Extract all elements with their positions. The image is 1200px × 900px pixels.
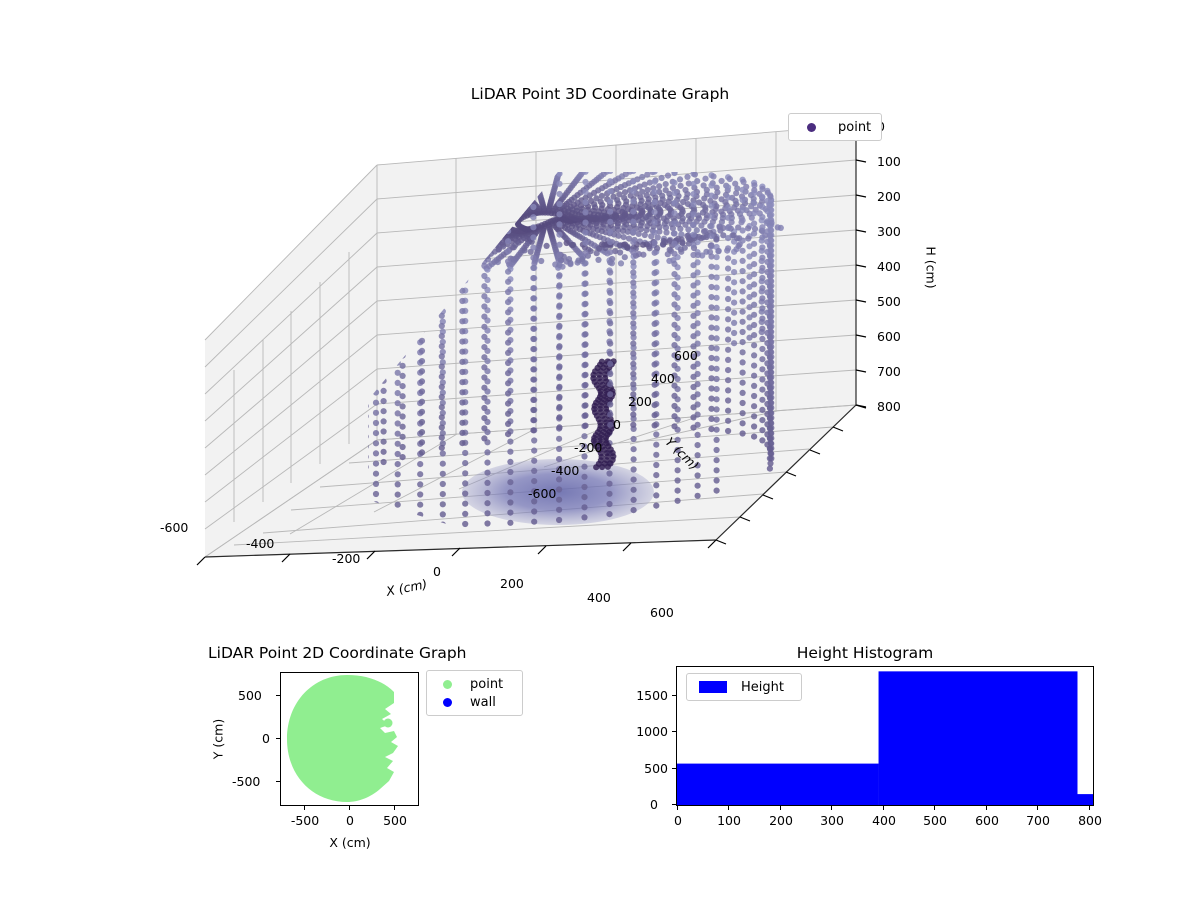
legend-label-point: point	[838, 119, 872, 135]
legend-entry-wall: wall	[435, 693, 514, 711]
histogram-xtick-2: 200	[769, 813, 793, 828]
plot3d-ztick-3: 300	[877, 224, 901, 239]
histogram-xtick-mark-8	[1089, 806, 1091, 810]
histogram-bars	[677, 671, 1093, 805]
legend-label-height: Height	[741, 679, 784, 695]
plot2d-point-cloud	[287, 675, 398, 802]
histogram-ytick-0: 0	[650, 797, 658, 812]
plot3d-xtick-0: -600	[160, 520, 189, 535]
histogram-canvas	[677, 671, 1093, 805]
histogram-legend[interactable]: Height	[686, 673, 802, 701]
legend-marker-point-icon	[807, 122, 816, 132]
histogram-xtick-6: 600	[975, 813, 999, 828]
plot3d-ztick-5: 500	[877, 294, 901, 309]
plot2d-yaxis-label: Y (cm)	[210, 718, 226, 760]
plot3d-xtick-2: -200	[332, 551, 361, 566]
legend-entry-point: point	[797, 118, 873, 136]
plot2d-title: LiDAR Point 2D Coordinate Graph	[208, 644, 467, 662]
histogram-xtick-mark-6	[986, 806, 988, 810]
histogram-bar	[1077, 794, 1093, 805]
plot3d-xtick-5: 400	[587, 590, 611, 605]
histogram-xtick-0: 0	[674, 813, 682, 828]
plot3d-legend[interactable]: point	[788, 113, 882, 141]
plot2d-ytick-1: 0	[262, 731, 270, 746]
plot2d-xtick-mark-1	[349, 806, 351, 810]
histogram-xtick-5: 500	[923, 813, 947, 828]
legend-marker-point-icon	[443, 679, 452, 689]
plot3d-title: LiDAR Point 3D Coordinate Graph	[470, 85, 730, 103]
histogram-xtick-mark-2	[780, 806, 782, 810]
plot3d-xtick-3: 0	[433, 564, 441, 579]
height-histogram-plot: Height Histogram 0 500 1000 1500 0 100 2…	[620, 636, 1110, 876]
histogram-bar	[677, 763, 879, 805]
legend-marker-height-icon	[699, 681, 727, 693]
plot3d-ztick-4: 400	[877, 259, 901, 274]
lidar-2d-plot: LiDAR Point 2D Coordinate Graph 500 0 -5…	[150, 636, 570, 876]
plot3d-zaxis-label: H (cm)	[923, 246, 939, 289]
plot2d-ytick-mark-0	[276, 695, 280, 697]
histogram-bar	[878, 671, 1078, 805]
plot3d-ztick-1: 100	[877, 154, 901, 169]
plot2d-canvas	[287, 675, 398, 802]
plot3d-canvas	[196, 124, 867, 566]
plot2d-ytick-mark-2	[276, 781, 280, 783]
plot3d-xtick-6: 600	[650, 605, 674, 620]
plot2d-axes[interactable]	[280, 672, 419, 806]
plot2d-ytick-2: -500	[232, 774, 261, 789]
plot3d-ytick-6: -600	[528, 486, 557, 501]
legend-entry-point: point	[435, 675, 514, 693]
histogram-ytick-mark-2	[672, 731, 676, 733]
plot2d-xtick-2: 500	[383, 813, 407, 828]
histogram-xtick-1: 100	[717, 813, 741, 828]
histogram-xtick-mark-5	[934, 806, 936, 810]
legend-entry-height: Height	[695, 678, 793, 696]
lidar-3d-plot: LiDAR Point 3D Coordinate Graph	[150, 60, 1050, 630]
plot3d-ztick-7: 700	[877, 364, 901, 379]
histogram-xtick-mark-3	[831, 806, 833, 810]
plot3d-ytick-2: 200	[628, 394, 652, 409]
histogram-ytick-1: 500	[644, 761, 668, 776]
plot3d-ztick-2: 200	[877, 189, 901, 204]
histogram-ytick-mark-1	[672, 768, 676, 770]
plot2d-xtick-mark-0	[304, 806, 306, 810]
histogram-ytick-mark-0	[672, 804, 676, 806]
histogram-ytick-2: 1000	[636, 724, 668, 739]
plot3d-ytick-3: 0	[613, 417, 621, 432]
histogram-xtick-mark-4	[883, 806, 885, 810]
plot3d-ztick-8: 800	[877, 399, 901, 414]
legend-label-point: point	[470, 676, 504, 692]
plot2d-xtick-1: 0	[346, 813, 354, 828]
plot3d-xtick-1: -400	[246, 536, 275, 551]
plot3d-tickmarks	[196, 124, 867, 566]
histogram-xtick-7: 700	[1026, 813, 1050, 828]
plot2d-legend[interactable]: point wall	[426, 670, 523, 716]
legend-marker-wall-icon	[443, 697, 452, 707]
histogram-xtick-mark-0	[677, 806, 679, 810]
plot3d-xtick-4: 200	[500, 576, 524, 591]
plot3d-ytick-0: 600	[674, 348, 698, 363]
plot2d-xtick-0: -500	[290, 813, 320, 828]
histogram-title: Height Histogram	[796, 644, 934, 662]
plot3d-ytick-4: -200	[574, 440, 603, 455]
histogram-xtick-8: 800	[1078, 813, 1102, 828]
histogram-ytick-mark-3	[672, 695, 676, 697]
plot3d-ytick-5: -400	[551, 463, 580, 478]
plot3d-ytick-1: 400	[651, 371, 675, 386]
plot2d-xtick-mark-2	[394, 806, 396, 810]
plot3d-ztick-6: 600	[877, 329, 901, 344]
plot2d-ytick-0: 500	[238, 688, 262, 703]
histogram-xtick-mark-1	[728, 806, 730, 810]
plot2d-xaxis-label: X (cm)	[329, 835, 371, 850]
histogram-xtick-4: 400	[872, 813, 896, 828]
plot2d-ytick-mark-1	[276, 738, 280, 740]
histogram-ytick-3: 1500	[636, 688, 668, 703]
legend-label-wall: wall	[470, 694, 496, 710]
histogram-xtick-3: 300	[820, 813, 844, 828]
histogram-xtick-mark-7	[1037, 806, 1039, 810]
